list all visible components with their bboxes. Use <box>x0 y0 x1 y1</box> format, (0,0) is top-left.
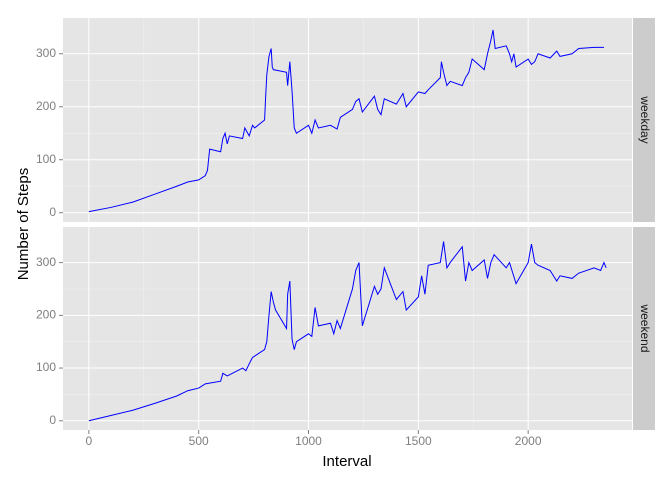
y-tick-label: 100 <box>36 360 56 374</box>
data-line <box>88 29 604 213</box>
strip-label: weekday <box>638 95 652 143</box>
y-tick-label: 0 <box>49 413 56 427</box>
x-tick-label: 0 <box>86 434 93 448</box>
x-tick-label: 1000 <box>295 434 322 448</box>
y-tick-label: 200 <box>36 99 56 113</box>
x-tick-label: 500 <box>189 434 209 448</box>
data-line <box>88 241 607 422</box>
x-tick-label: 2000 <box>515 434 542 448</box>
y-tick-label: 300 <box>36 255 56 269</box>
y-tick-label: 0 <box>49 205 56 219</box>
x-axis-title: Interval <box>322 453 371 470</box>
y-tick-label: 200 <box>36 307 56 321</box>
y-axis-title: Number of Steps <box>15 168 32 281</box>
y-tick-label: 300 <box>36 46 56 60</box>
panel-background <box>63 18 632 222</box>
panel-background <box>63 227 632 430</box>
y-tick-label: 100 <box>36 152 56 166</box>
strip-background <box>633 18 655 222</box>
x-tick-label: 1500 <box>405 434 432 448</box>
strip-background <box>633 227 655 430</box>
strip-label: weekend <box>638 303 652 352</box>
